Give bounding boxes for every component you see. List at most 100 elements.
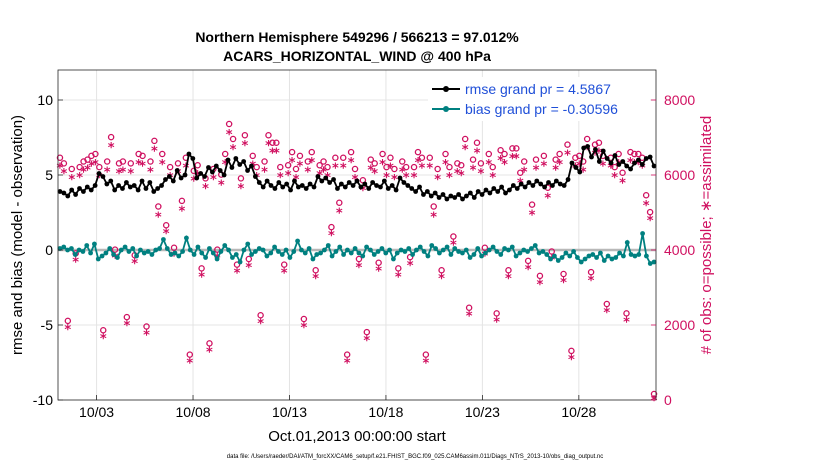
rmse-point	[346, 180, 352, 185]
obs-possible-point	[336, 199, 343, 206]
obs-assimilated-point: *	[485, 158, 492, 173]
chart-title-line2: ACARS_HORIZONTAL_WIND @ 400 hPa	[223, 48, 491, 64]
obs-possible-point	[528, 201, 536, 208]
obs-assimilated-point: *	[489, 171, 496, 186]
rmse-point	[647, 154, 653, 160]
rmse-point	[249, 163, 254, 169]
obs-possible-point	[619, 169, 626, 176]
rmse-point	[553, 178, 559, 184]
bias-point	[440, 247, 446, 253]
bias-point	[613, 255, 619, 260]
bias-point	[161, 237, 166, 242]
obs-possible-point	[520, 158, 528, 165]
x-tick-label: 10/03	[79, 404, 114, 420]
obs-possible-point	[367, 156, 375, 163]
bias-point	[463, 247, 469, 253]
bias-point	[387, 247, 392, 253]
bias-point	[287, 255, 293, 260]
rmse-point	[241, 159, 247, 164]
bias-point	[517, 250, 523, 256]
obs-possible-point	[351, 165, 359, 173]
obs-assimilated-point: *	[419, 162, 426, 177]
obs-possible-point	[595, 139, 603, 146]
obs-possible-point	[60, 160, 68, 167]
bias-point	[237, 259, 243, 265]
obs-possible-point	[426, 154, 434, 161]
obs-possible-point	[450, 233, 457, 240]
bias-point	[184, 235, 189, 241]
obs-assimilated-point: *	[395, 270, 402, 285]
obs-assimilated-point: *	[564, 148, 571, 163]
bias-point	[276, 249, 281, 254]
rmse-point	[413, 189, 419, 194]
bias-point	[283, 247, 289, 253]
obs-possible-point	[623, 310, 630, 317]
obs-assimilated-point: *	[379, 158, 386, 173]
rmse-point	[585, 144, 591, 149]
bias-point	[256, 246, 262, 251]
rmse-point	[620, 159, 626, 164]
bias-point	[529, 246, 534, 251]
rmse-point	[397, 175, 403, 181]
bias-point	[210, 250, 216, 256]
obs-assimilated-point: *	[446, 171, 453, 186]
bias-point	[540, 249, 546, 254]
rmse-point	[69, 187, 75, 193]
bias-point	[536, 250, 542, 256]
obs-assimilated-point: *	[64, 323, 71, 338]
obs-assimilated-point: *	[474, 147, 481, 162]
rmse-series	[57, 144, 657, 202]
obs-assimilated-point: *	[226, 128, 233, 143]
rmse-point	[487, 190, 493, 196]
bias-series	[57, 231, 657, 266]
bias-point	[486, 247, 492, 253]
obs-assimilated-point: *	[363, 334, 370, 349]
obs-possible-point	[300, 315, 308, 323]
rmse-point	[323, 175, 329, 181]
rmse-point	[561, 183, 567, 188]
obs-possible-point	[111, 246, 119, 253]
rmse-point	[288, 187, 293, 193]
bias-point	[84, 243, 90, 248]
bias-point	[138, 247, 143, 253]
rmse-point	[163, 177, 168, 182]
rmse-point	[510, 183, 516, 188]
rmse-point	[499, 184, 505, 190]
obs-assimilated-point: *	[509, 152, 516, 167]
obs-assimilated-point: *	[308, 156, 315, 171]
obs-possible-point	[343, 351, 351, 358]
obs-possible-point	[642, 191, 650, 199]
obs-assimilated-point: *	[222, 158, 229, 173]
bias-point	[207, 246, 212, 251]
rmse-point	[127, 184, 133, 190]
obs-possible-point	[269, 139, 276, 146]
obs-assimilated-point: *	[639, 162, 646, 177]
rmse-point	[57, 189, 63, 194]
bias-point	[306, 246, 312, 251]
obs-assimilated-point: *	[442, 158, 449, 173]
obs-assimilated-point: *	[202, 182, 209, 197]
bias-point	[134, 253, 139, 259]
obs-possible-point	[225, 120, 233, 128]
obs-assimilated-point: *	[521, 165, 528, 180]
obs-assimilated-point: *	[544, 192, 551, 207]
bias-point	[586, 253, 592, 259]
obs-assimilated-point: *	[568, 353, 575, 368]
obs-assimilated-point: *	[100, 332, 107, 347]
bias-point	[249, 252, 254, 257]
rmse-point	[628, 166, 633, 172]
bias-point	[636, 252, 642, 257]
bias-point	[628, 252, 634, 257]
obs-possible-point	[430, 203, 437, 210]
bias-point	[379, 246, 385, 251]
rmse-point	[546, 180, 551, 185]
rmse-point	[245, 168, 250, 173]
obs-assimilated-point: *	[336, 207, 343, 222]
obs-possible-point	[461, 135, 469, 143]
y-right-tick-label: 4000	[664, 242, 695, 258]
rmse-point	[166, 174, 172, 179]
obs-possible-point	[249, 152, 256, 160]
bias-point	[218, 249, 224, 254]
obs-assimilated-point: *	[304, 165, 311, 180]
obs-assimilated-point: *	[525, 263, 532, 278]
